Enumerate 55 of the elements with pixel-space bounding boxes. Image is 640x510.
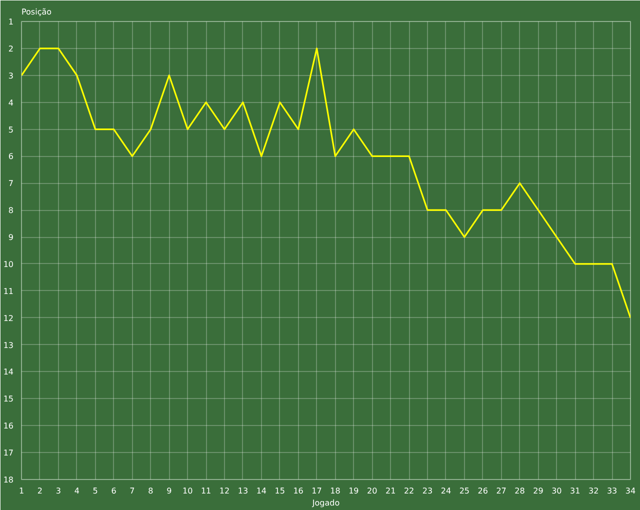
x-tick-label: 15	[274, 486, 285, 496]
y-tick-label: 6	[8, 152, 14, 162]
x-tick-label: 4	[74, 486, 80, 496]
x-tick-label: 20	[367, 486, 378, 496]
x-tick-label: 9	[166, 486, 172, 496]
x-tick-label: 29	[533, 486, 544, 496]
x-tick-label: 13	[238, 486, 248, 496]
x-tick-label: 22	[404, 486, 414, 496]
x-tick-label: 34	[625, 486, 636, 496]
x-tick-label: 18	[330, 486, 340, 496]
x-tick-label: 3	[56, 486, 61, 496]
x-tick-label: 27	[496, 486, 506, 496]
x-tick-label: 24	[440, 486, 452, 496]
y-tick-label: 2	[8, 44, 14, 54]
x-tick-label: 31	[570, 486, 580, 496]
x-tick-label: 10	[182, 486, 193, 496]
y-tick-label: 12	[3, 314, 14, 323]
y-axis-title: Posição	[22, 8, 52, 16]
x-tick-label: 2	[37, 486, 43, 496]
x-tick-label: 1	[18, 486, 24, 496]
x-tick-label: 16	[293, 486, 304, 496]
y-tick-label: 5	[8, 125, 14, 134]
x-tick-label: 19	[348, 486, 359, 496]
x-tick-label: 5	[92, 486, 98, 496]
y-tick-label: 9	[8, 233, 14, 242]
x-tick-label: 6	[111, 486, 116, 496]
x-tick-label: 7	[130, 486, 135, 496]
y-tick-label: 15	[3, 394, 14, 404]
y-tick-label: 4	[8, 98, 14, 108]
x-tick-label: 12	[219, 486, 230, 496]
x-tick-label: 17	[312, 486, 322, 496]
y-tick-label: 1	[8, 18, 14, 26]
y-tick-label: 7	[8, 179, 14, 188]
x-tick-label: 8	[148, 486, 154, 496]
x-tick-label: 28	[514, 486, 525, 496]
x-tick-label: 25	[459, 486, 470, 496]
y-tick-label: 13	[3, 340, 14, 350]
y-tick-label: 16	[3, 422, 14, 431]
y-tick-label: 3	[8, 71, 14, 80]
x-tick-label: 32	[588, 486, 599, 496]
x-tick-label: 26	[478, 486, 488, 496]
y-tick-label: 18	[3, 476, 14, 484]
y-tick-label: 17	[3, 448, 14, 458]
y-tick-label: 8	[8, 206, 14, 216]
y-tick-label: 14	[3, 368, 14, 377]
x-tick-label: 21	[386, 486, 396, 496]
x-tick-label: 14	[256, 486, 267, 496]
y-tick-label: 10	[3, 260, 14, 269]
x-tick-label: 11	[200, 486, 212, 496]
x-tick-label: 30	[552, 486, 562, 496]
x-tick-label: 23	[422, 486, 433, 496]
y-tick-label: 11	[3, 286, 14, 296]
line-series	[22, 48, 630, 319]
x-tick-label: 33	[606, 486, 618, 496]
x-axis-title: Jogado	[311, 498, 340, 508]
